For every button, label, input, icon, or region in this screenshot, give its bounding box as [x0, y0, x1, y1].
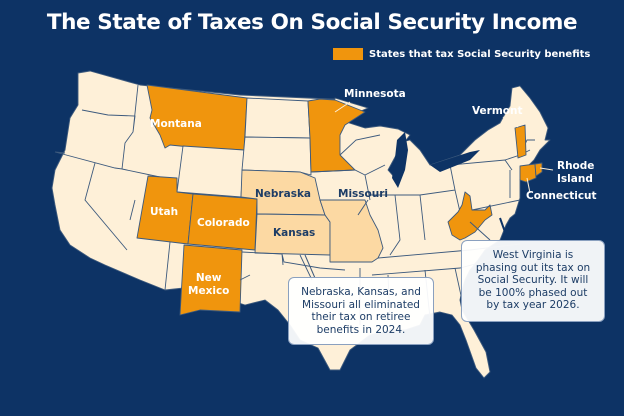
label-connecticut: Connecticut — [526, 190, 597, 202]
north-dakota-shape — [244, 97, 311, 139]
connecticut-shape — [519, 163, 537, 183]
label-montana: Montana — [150, 118, 202, 130]
callout-eliminated-2024: Nebraska, Kansas, and Missouri all elimi… — [288, 277, 434, 345]
lake-erie — [430, 150, 480, 172]
new-mexico-shape — [179, 244, 243, 316]
callout-west-virginia: West Virginia is phasing out its tax on … — [461, 240, 605, 322]
label-new-mexico: New Mexico — [188, 272, 230, 297]
legend: States that tax Social Security benefits — [333, 48, 590, 60]
state-border — [239, 251, 346, 281]
minnesota-shape — [307, 98, 366, 173]
west-virginia-shape — [447, 191, 493, 241]
label-utah: Utah — [150, 206, 179, 218]
legend-label: States that tax Social Security benefits — [369, 48, 591, 60]
label-missouri: Missouri — [338, 188, 389, 200]
vermont-shape — [514, 124, 527, 159]
rhode-island-shape — [534, 162, 543, 177]
page-title: The State of Taxes On Social Security In… — [46, 10, 578, 35]
label-colorado: Colorado — [197, 217, 250, 229]
label-nebraska: Nebraska — [255, 188, 312, 200]
label-kansas: Kansas — [273, 227, 316, 239]
wyoming-shape — [176, 145, 245, 198]
chesapeake-bay — [499, 217, 509, 243]
south-dakota-shape — [241, 136, 312, 176]
label-vermont: Vermont — [472, 105, 523, 117]
label-rhode-island: Rhode Island — [557, 160, 595, 185]
lake-michigan — [392, 132, 408, 188]
legend-swatch — [333, 48, 363, 60]
state-border — [310, 134, 531, 256]
leader-lines — [334, 101, 554, 194]
label-minnesota: Minnesota — [344, 88, 406, 100]
